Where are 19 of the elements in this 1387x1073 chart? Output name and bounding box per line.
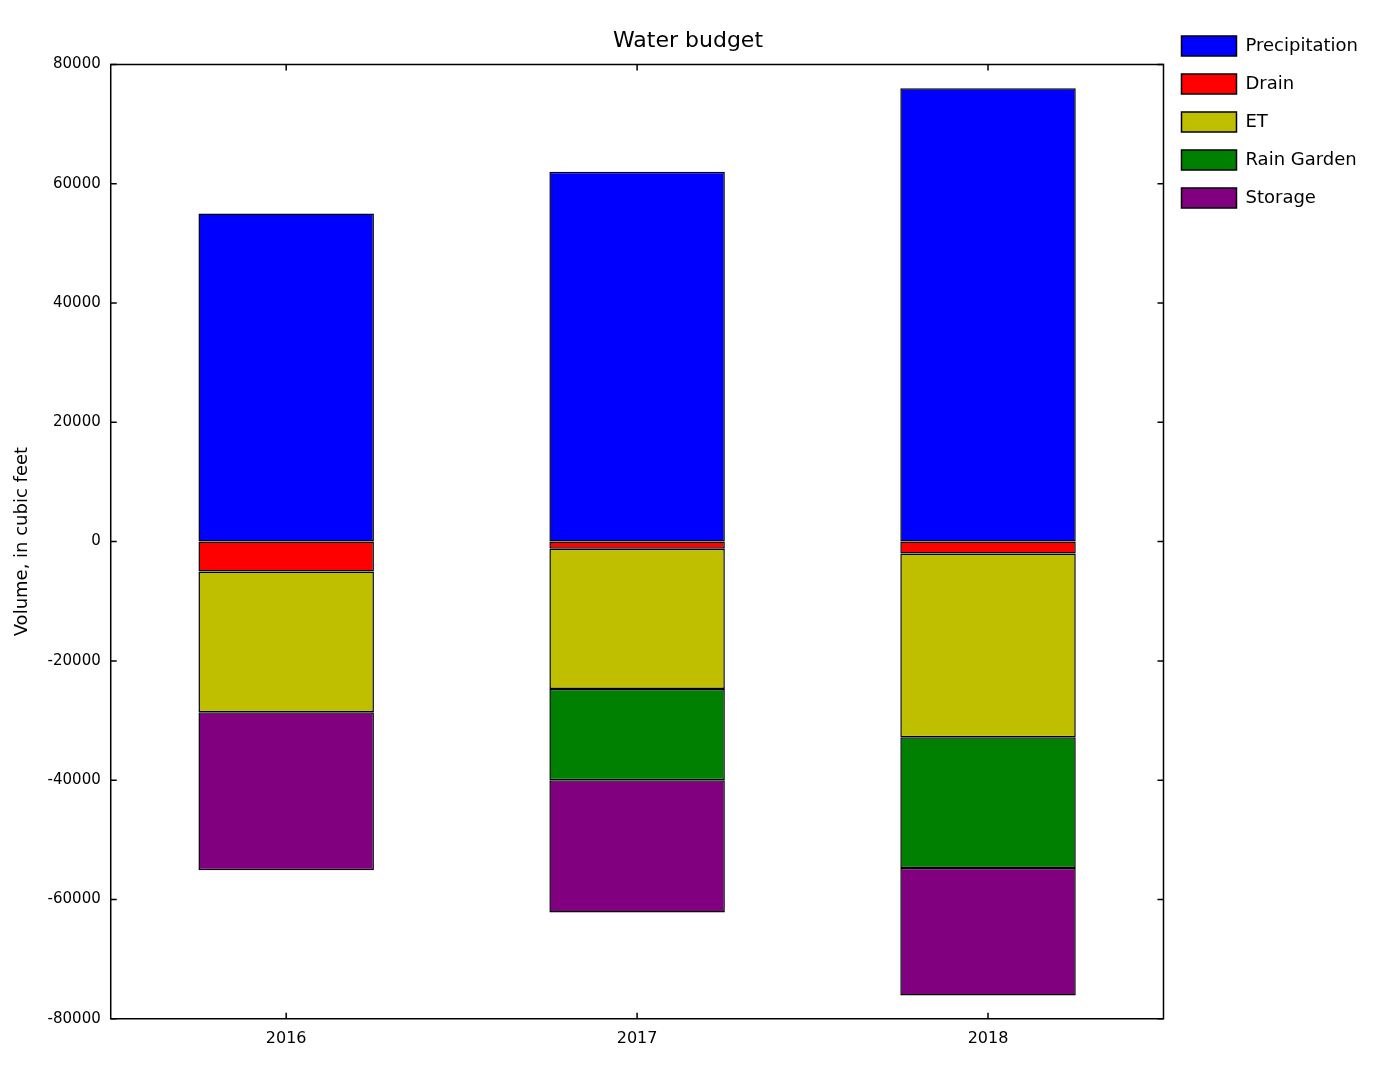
y-tick-label: 80000 [53,54,101,73]
legend-label: Precipitation [1245,33,1359,55]
legend-label: Storage [1245,185,1316,207]
y-tick-label: 0 [91,531,101,550]
legend-label: Drain [1245,71,1295,93]
y-tick-label: -20000 [47,650,101,669]
y-tick-label: 40000 [53,292,101,311]
y-tick-label: -60000 [47,889,101,908]
y-tick-label: -80000 [47,1008,101,1027]
legend-label: Rain Garden [1245,147,1357,169]
y-tick-label: -40000 [47,770,101,789]
y-axis-title: Volume, in cubic feet [10,446,32,637]
x-tick-label: 2018 [967,1027,1009,1047]
y-tick-label: 60000 [53,173,101,192]
chart-title: Water budget [612,26,764,52]
legend-label: ET [1245,109,1269,131]
x-tick-label: 2017 [616,1027,658,1047]
y-tick-label: 20000 [53,412,101,431]
x-tick-label: 2016 [265,1027,307,1047]
